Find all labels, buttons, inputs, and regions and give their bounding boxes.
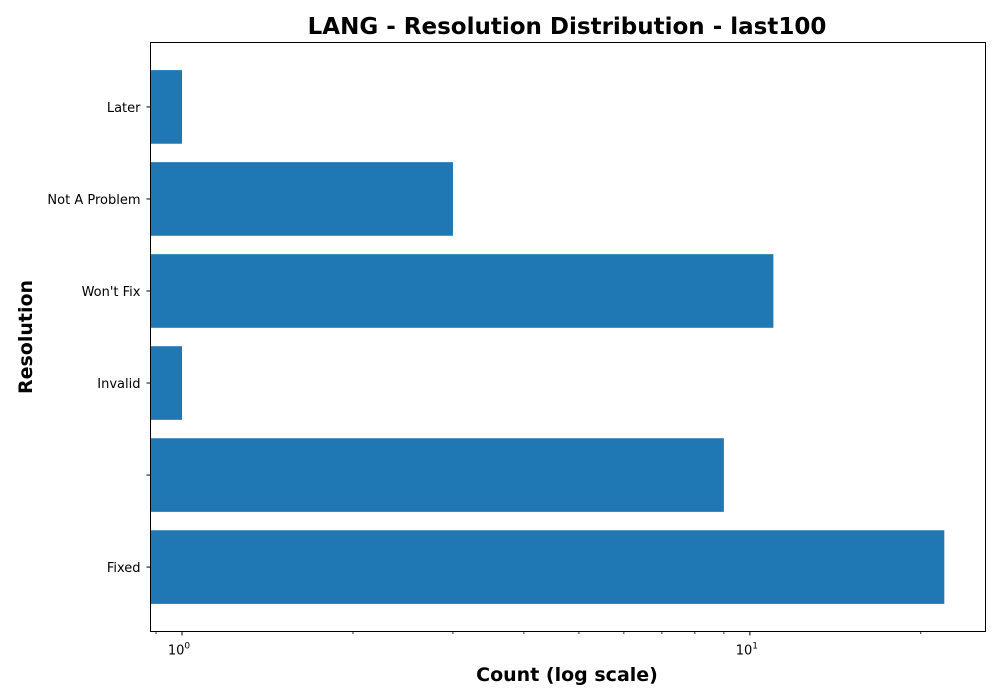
bars-layer [150,70,945,604]
y-tick-label: Invalid [97,377,140,392]
y-tick-label: Won't Fix [82,285,141,300]
y-tick-label: Not A Problem [47,193,140,208]
bar [150,70,183,144]
chart-title: LANG - Resolution Distribution - last100 [308,14,827,40]
x-tick-label: 101 [736,642,758,659]
x-tick-label: 100 [168,642,191,659]
bar [150,530,945,604]
bar [150,346,183,420]
y-axis-ticks: Fixed Invalid Won't Fix Not A Problem Later [47,101,151,576]
y-tick-label: Fixed [107,561,141,576]
y-tick-label: Later [107,101,141,116]
bar [150,438,724,512]
bar [150,162,453,236]
x-axis-label: Count (log scale) [476,664,658,686]
bar [150,254,774,328]
y-axis-label: Resolution [15,280,37,394]
x-axis-ticks: 100 101 [155,631,922,659]
plot-frame [150,42,986,632]
